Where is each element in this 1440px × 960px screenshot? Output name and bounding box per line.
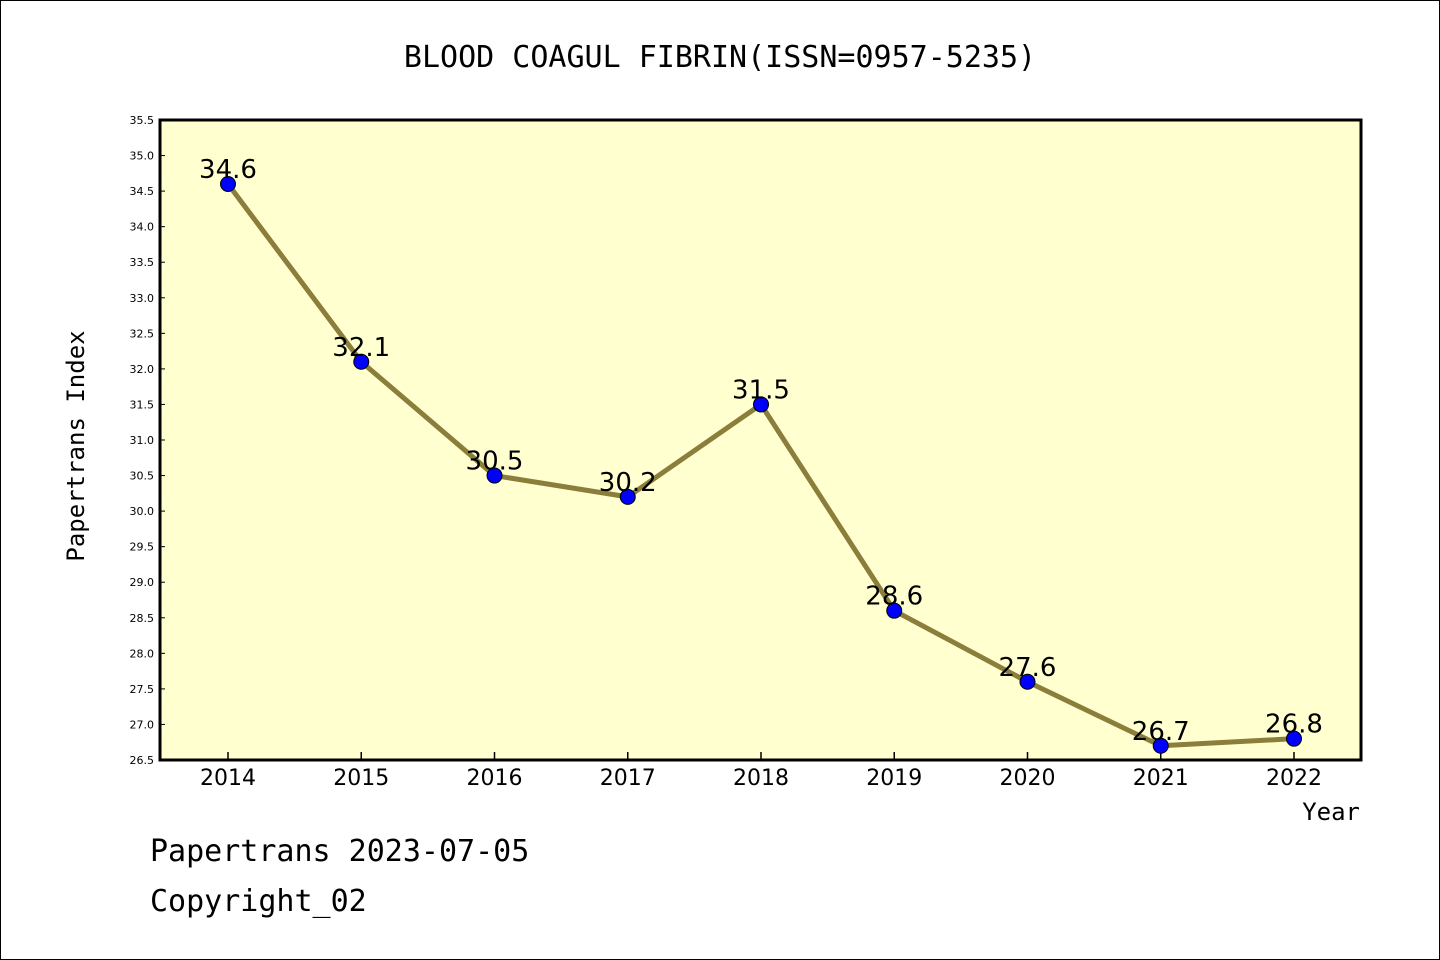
y-tick-label: 27.0 [130, 718, 155, 731]
y-tick-label: 27.5 [130, 683, 155, 696]
y-tick-label: 30.0 [130, 505, 155, 518]
y-tick-label: 32.5 [130, 327, 155, 340]
data-point [1019, 673, 1036, 690]
data-labels: 34.6 32.1 30.5 30.2 31.5 28.6 27.6 26.7 26.8 [199, 155, 1323, 747]
x-tick-label: 2017 [600, 766, 656, 791]
y-tick-label: 35.0 [130, 150, 155, 163]
x-tick-label: 2022 [1266, 766, 1322, 791]
y-tick-label: 33.5 [130, 256, 155, 269]
x-tick-label: 2019 [866, 766, 922, 791]
y-tick-label: 30.5 [130, 470, 155, 483]
data-label: 31.5 [732, 375, 790, 405]
y-axis-label: Papertrans Index [62, 330, 90, 561]
y-tick-label: 32.0 [130, 363, 155, 376]
y-tick-label: 34.0 [130, 221, 155, 234]
data-label: 27.6 [999, 653, 1057, 683]
x-tick-label: 2016 [467, 766, 523, 791]
data-label: 28.6 [865, 582, 923, 612]
y-tick-label: 28.5 [130, 612, 155, 625]
y-tick-label: 28.0 [130, 647, 155, 660]
x-tick-label: 2014 [200, 766, 256, 791]
data-point [1286, 730, 1302, 747]
plot-area [158, 118, 1363, 762]
data-point [486, 467, 503, 484]
x-axis-label: Year [1302, 798, 1360, 826]
data-point [619, 488, 636, 505]
chart-title: BLOOD COAGUL FIBRIN(ISSN=0957-5235) [404, 40, 1036, 75]
footer-copyright: Copyright_02 [150, 884, 367, 919]
y-tick-label: 26.5 [130, 754, 155, 767]
data-point [1152, 737, 1169, 754]
y-tick-label: 31.5 [130, 398, 155, 411]
x-tick-label: 2018 [733, 766, 789, 791]
data-label: 32.1 [332, 333, 390, 363]
data-label: 30.2 [599, 468, 657, 498]
x-tick-label: 2015 [333, 766, 389, 791]
y-tick-label: 31.0 [130, 434, 155, 447]
data-label: 26.7 [1132, 717, 1190, 747]
y-axis: 26.5 27.0 27.5 28.0 28.5 29.0 29.5 30.0 30.5 31.0… [130, 114, 165, 767]
y-tick-label: 34.5 [130, 185, 155, 198]
series-group [220, 176, 1302, 754]
x-tick-label: 2020 [1000, 766, 1056, 791]
y-tick-label: 29.0 [130, 576, 155, 589]
y-tick-label: 35.5 [130, 114, 155, 127]
data-point [753, 396, 769, 413]
x-axis: 2014 2015 2016 2017 2018 2019 2020 2021 2022 [200, 752, 1322, 791]
data-point [886, 602, 903, 619]
x-tick-label: 2021 [1133, 766, 1189, 791]
y-tick-label: 33.0 [130, 292, 155, 305]
data-label: 30.5 [466, 447, 524, 477]
data-point [220, 176, 236, 192]
footer-date: Papertrans 2023-07-05 [150, 834, 530, 869]
y-tick-label: 29.5 [130, 541, 155, 554]
data-point [353, 353, 370, 370]
data-label: 34.6 [199, 155, 257, 185]
data-label: 26.8 [1265, 710, 1323, 740]
